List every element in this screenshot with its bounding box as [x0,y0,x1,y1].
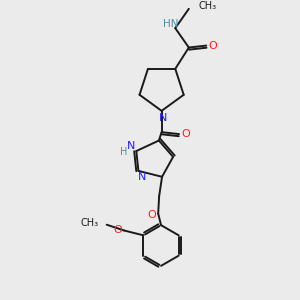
Text: CH₃: CH₃ [81,218,99,228]
Text: HN: HN [163,19,178,29]
Text: CH₃: CH₃ [199,1,217,11]
Text: N: N [138,172,146,182]
Text: H: H [120,147,127,157]
Text: N: N [127,141,136,151]
Text: N: N [158,112,167,123]
Text: O: O [113,224,122,235]
Text: O: O [208,40,217,51]
Text: O: O [147,211,156,220]
Text: O: O [182,129,190,139]
